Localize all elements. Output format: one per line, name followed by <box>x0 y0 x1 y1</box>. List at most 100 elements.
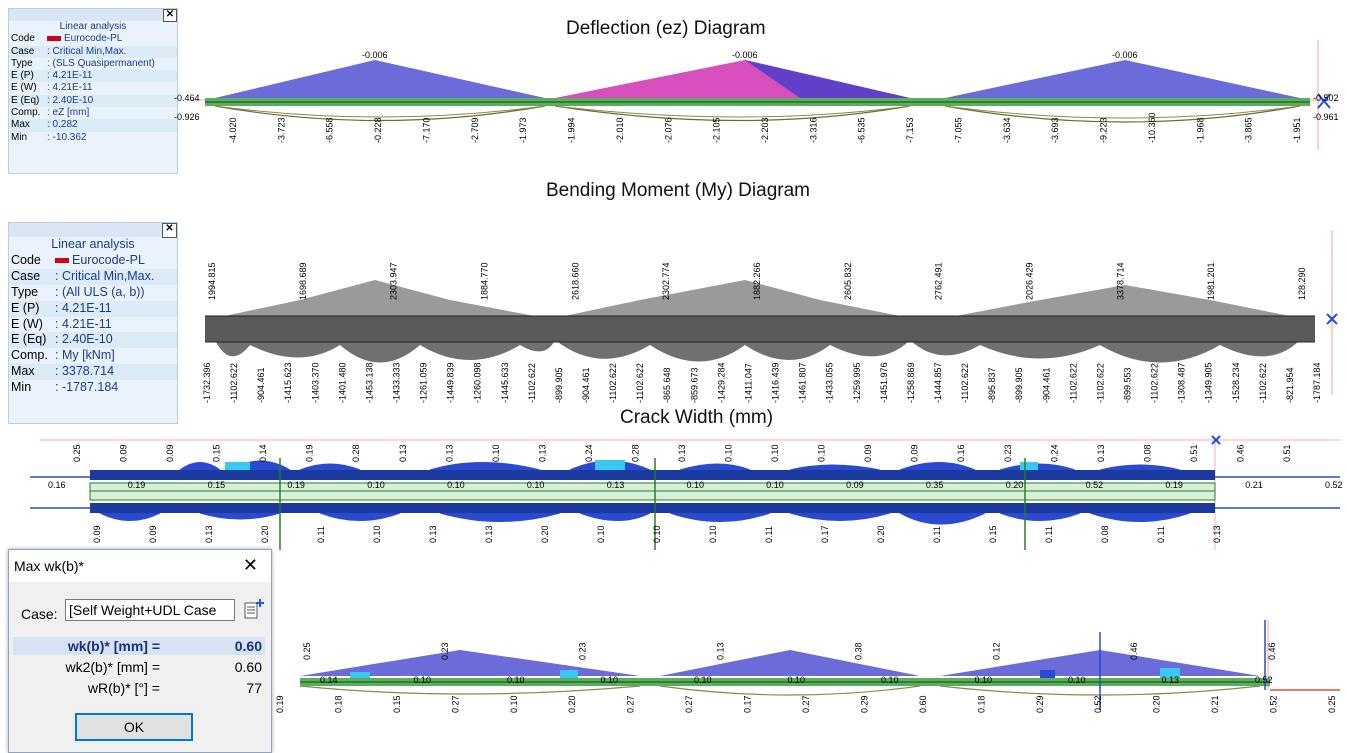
crack2-bottom-label: 0.21 <box>1210 695 1220 713</box>
mom-bottom-label: -821.954 <box>1285 367 1295 403</box>
panel-header: ✕ <box>9 9 177 22</box>
defl-bottom-label: -1.951 <box>1292 117 1302 143</box>
crack2-top-label: 0.13 <box>716 642 726 660</box>
crack-bottom-label: 0.11 <box>1156 526 1166 543</box>
mom-bottom-label: -1451.976 <box>879 362 889 403</box>
crack-bottom-label: 0.10 <box>652 525 662 543</box>
crack-title: Crack Width (mm) <box>620 407 774 428</box>
crack-top-label: 0.13 <box>1096 444 1106 462</box>
crack2-bottom-label: 0.27 <box>626 695 636 713</box>
crack2-top-labels: 0.25 0.23 0.23 0.13 0.38 0.12 0.46 0.46 <box>302 642 1277 660</box>
case-input[interactable] <box>65 599 235 621</box>
mom-top-label: 1981.201 <box>1206 262 1216 300</box>
info-key: Type <box>11 284 39 299</box>
defl-bottom-label: -2.105 <box>712 117 722 143</box>
wk-label: wk(b)* [mm] = <box>67 638 160 654</box>
crack2-mid-label: 0.52 <box>1255 675 1273 685</box>
mom-top-label: 2302.774 <box>661 262 671 300</box>
defl-side-label: -0.464 <box>174 93 200 103</box>
defl-bottom-label: -7.055 <box>954 117 964 143</box>
crack2-bottom-label: 0.18 <box>333 695 343 713</box>
wk2-value: 0.60 <box>234 659 262 675</box>
mom-bottom-label: -899.905 <box>554 367 564 403</box>
info-key: E (W) <box>11 82 37 94</box>
info-row: Case: Critical Min,Max. <box>9 268 177 285</box>
info-value-text: Eurocode-PL <box>72 252 145 267</box>
info-row: Comp.: eZ [mm] <box>9 107 177 119</box>
ok-button[interactable]: OK <box>75 713 193 741</box>
info-row: Case: Critical Min,Max. <box>9 45 177 58</box>
crack2-bottom-label: 0.10 <box>509 695 519 713</box>
crack-top-label: 0.19 <box>305 444 315 462</box>
mom-top-label: 2026.429 <box>1025 262 1035 300</box>
wk-result-row: wk(b)* [mm] = 0.60 <box>13 637 265 655</box>
mom-bottom-label: -1102.622 <box>960 363 970 403</box>
crack-bottom-label: 0.13 <box>428 525 438 543</box>
defl-bottom-label: -10.360 <box>1147 112 1157 143</box>
close-icon[interactable]: ✕ <box>162 223 177 238</box>
crack-bottom-label: 0.09 <box>92 525 102 543</box>
mom-bottom-label: -1449.839 <box>446 362 456 403</box>
close-icon[interactable]: ✕ <box>163 9 177 22</box>
crack2-bottom-label: 0.17 <box>743 695 753 713</box>
crack2-mid-label: 0.10 <box>975 675 993 685</box>
defl-bottom-label: -9.223 <box>1099 117 1109 143</box>
defl-bottom-labels: -4.020 -3.723 -6.558 -0.228 -7.170 -2.709 -1.9… <box>228 112 1302 143</box>
crack-top-label: 0.14 <box>258 444 268 462</box>
info-value: Eurocode-PL <box>47 33 122 45</box>
mom-top-label: 2618.660 <box>570 262 580 300</box>
info-row: Type: (All ULS (a, b)) <box>9 285 177 301</box>
info-row: E (Eq): 2.40E-10 <box>9 332 177 349</box>
info-key: E (W) <box>11 316 43 331</box>
info-key: E (Eq) <box>11 94 40 106</box>
crack-bottom-label: 0.08 <box>1100 525 1110 543</box>
moment-info-panel: ✕ Linear analysis Code Eurocode-PL Case: C… <box>8 222 178 424</box>
crack-top-label: 0.13 <box>444 444 454 462</box>
defl-bottom-label: -2.076 <box>663 117 673 143</box>
crack-bottom-label: 0.11 <box>1044 526 1054 543</box>
mom-bottom-label: -1259.995 <box>852 362 862 403</box>
crack-top-label: 0.51 <box>1189 444 1199 462</box>
dialog-title: Max wk(b)* <box>14 558 85 574</box>
defl-peak-label: -0.006 <box>362 50 388 60</box>
defl-bottom-label: -2.203 <box>760 117 770 143</box>
defl-bottom-label: -0.228 <box>373 117 383 143</box>
crack-mid-label: 0.10 <box>367 480 385 490</box>
case-select-icon[interactable] <box>243 598 265 620</box>
crack-top-label: 0.09 <box>910 444 920 462</box>
crack-mid-label: 0.21 <box>1245 480 1263 490</box>
mom-bottom-label: -1401.480 <box>337 362 347 403</box>
defl-bottom-label: -6.535 <box>857 117 867 143</box>
crack2-top-label: 0.38 <box>853 642 863 660</box>
wk2-label: wk2(b)* [mm] = <box>65 659 160 675</box>
mom-bottom-label: -1308.487 <box>1177 362 1187 403</box>
crack2-mid-label: 0.10 <box>601 675 619 685</box>
crack2-mid-label: 0.10 <box>1068 675 1086 685</box>
crack2-bottom-label: 0.60 <box>918 695 928 713</box>
crack2-top-label: 0.12 <box>991 642 1001 660</box>
wk2-result-row: wk2(b)* [mm] = 0.60 <box>13 658 265 676</box>
info-row: E (P): 4.21E-11 <box>9 300 177 317</box>
crack-top-label: 0.13 <box>677 444 687 462</box>
crack2-mid-label: 0.10 <box>788 675 806 685</box>
mom-bottom-label: -1102.622 <box>1068 363 1078 403</box>
crack-bottom-label: 0.15 <box>988 525 998 543</box>
close-icon[interactable]: ✕ <box>242 555 258 575</box>
mom-bottom-label: -1102.622 <box>635 363 645 403</box>
mom-bottom-label: -895.837 <box>987 367 997 403</box>
crack-bottom-label: 0.20 <box>260 525 270 543</box>
info-value-text: Eurocode-PL <box>64 33 123 45</box>
wr-value: 77 <box>246 680 262 696</box>
mom-top-label: 1882.266 <box>752 262 762 300</box>
info-key: Code <box>11 33 35 45</box>
crack-top-label: 0.13 <box>398 444 408 462</box>
mom-bottom-label: -1429.284 <box>716 362 726 403</box>
crack-top-label: 0.10 <box>817 444 827 462</box>
crack-top-label: 0.10 <box>724 444 734 462</box>
crack-bottom-label: 0.09 <box>148 525 158 543</box>
mom-top-label: 2762.491 <box>934 262 944 300</box>
info-key: E (Eq) <box>11 332 47 347</box>
info-row: Code Eurocode-PL <box>9 253 177 269</box>
info-key: Comp. <box>11 348 48 363</box>
max-wk-dialog: Max wk(b)* ✕ Case: wk(b)* [mm] = 0.60 wk… <box>8 549 272 753</box>
